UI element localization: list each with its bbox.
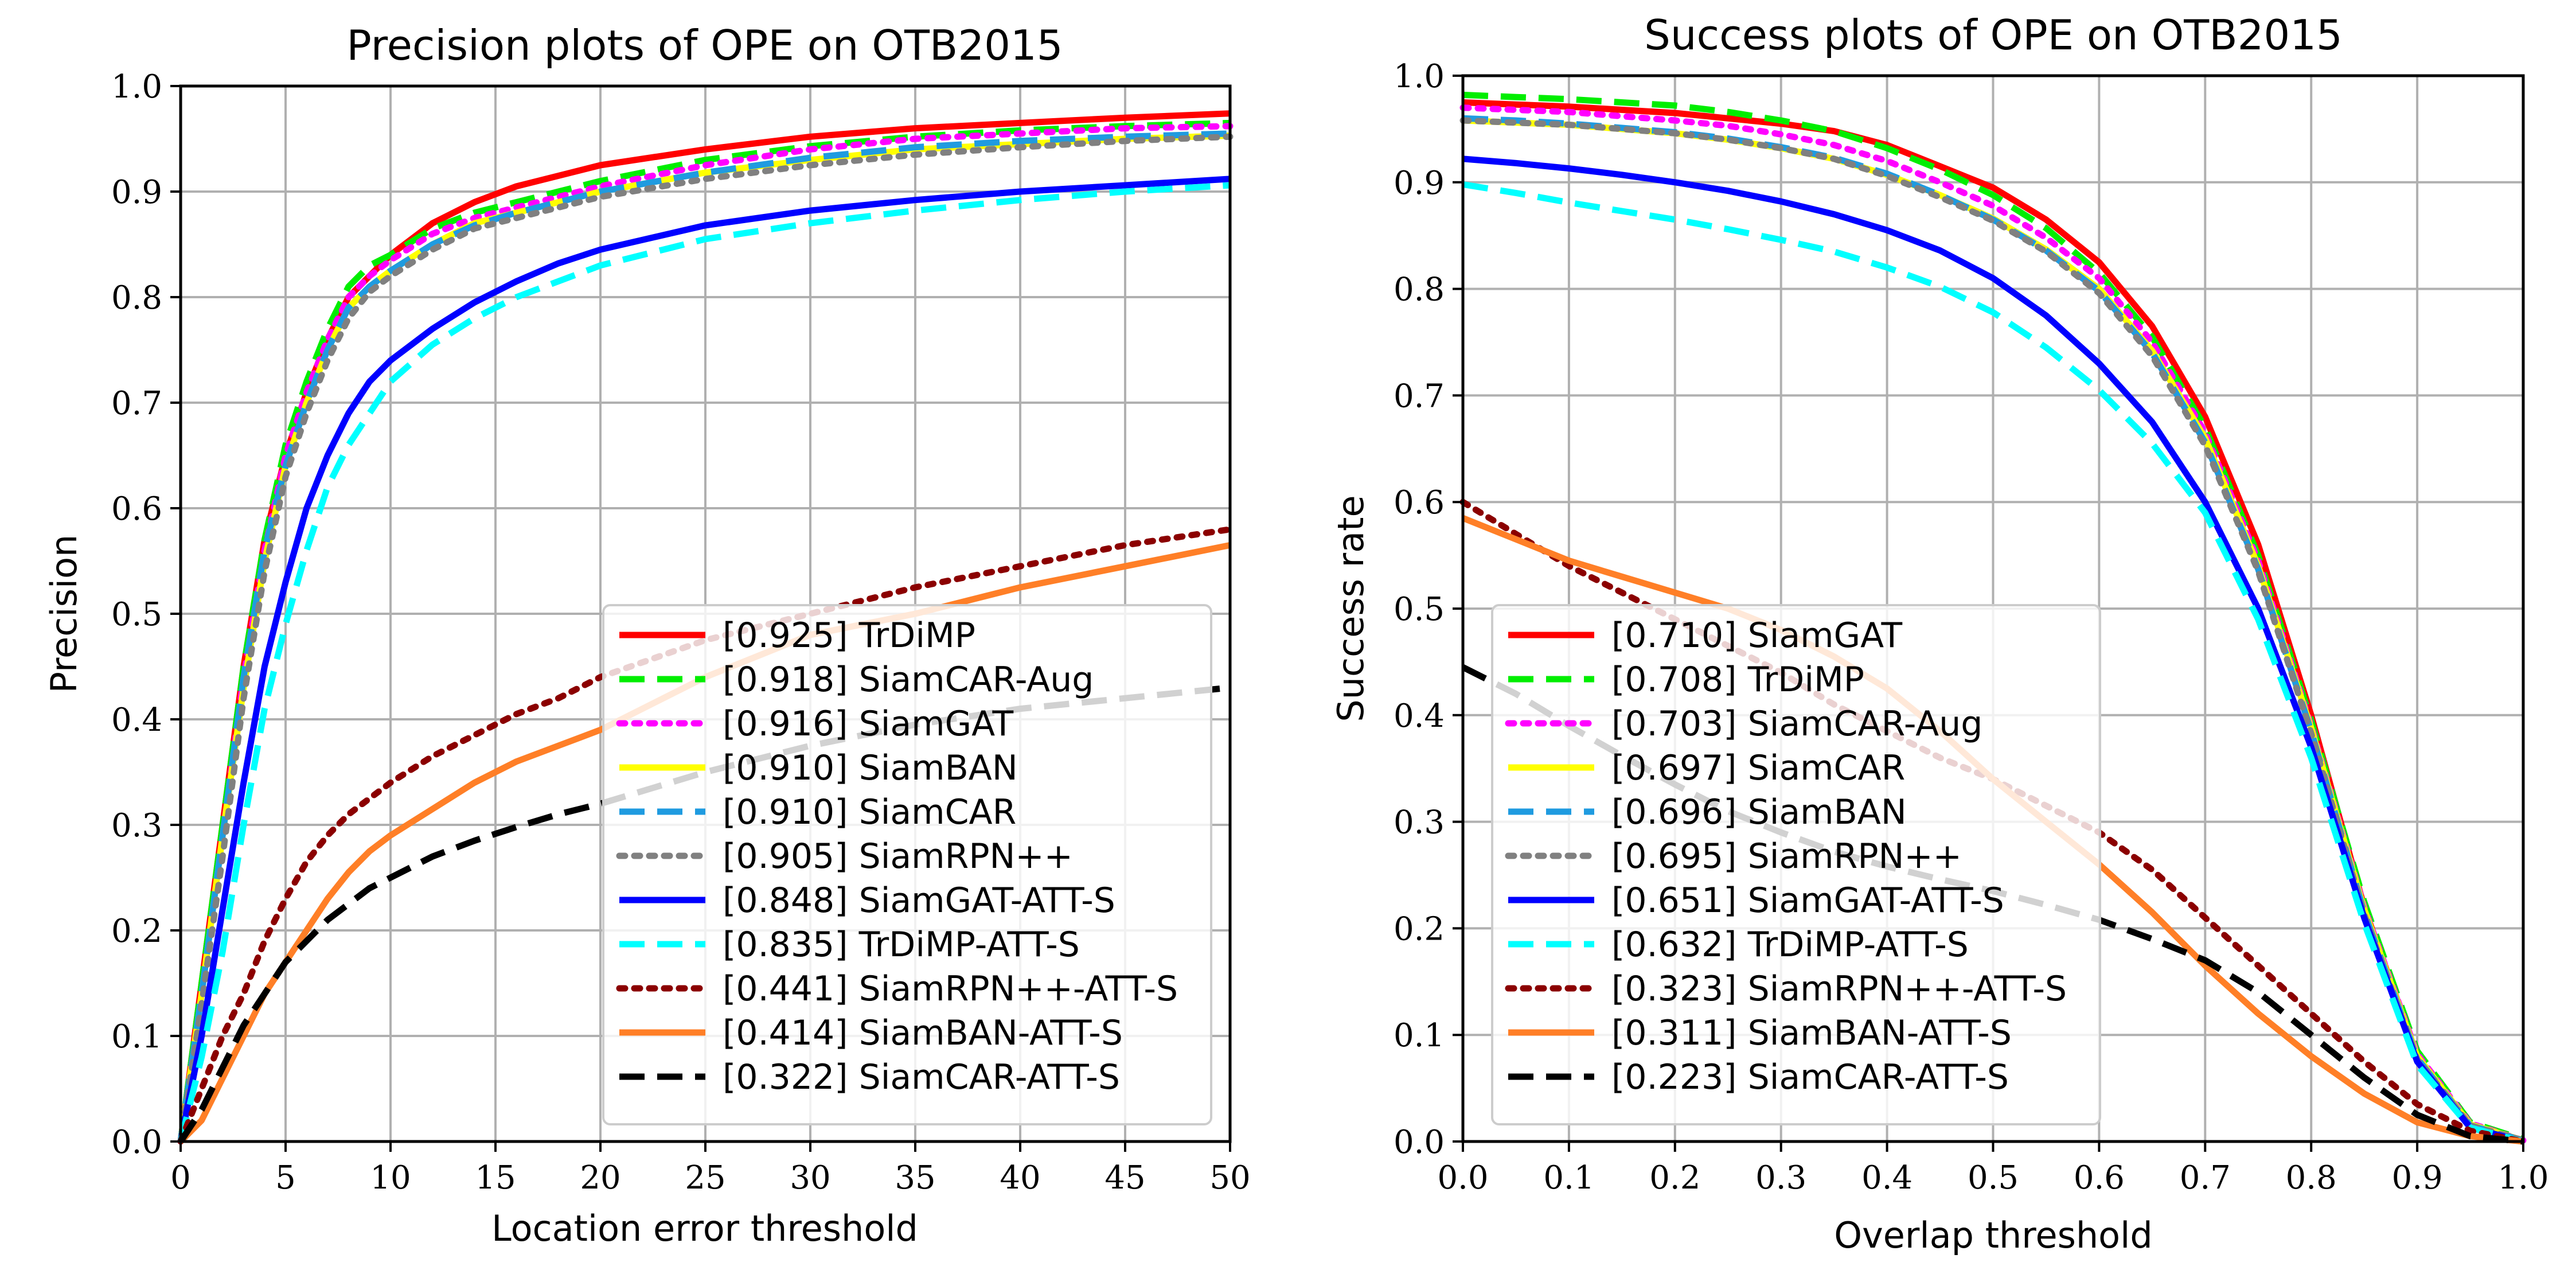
precision-y-tick-label-6: 0.6 xyxy=(111,490,162,528)
success-x-tick-label-6: 0.6 xyxy=(2074,1159,2125,1197)
precision-legend-label-6: [0.848] SiamGAT-ATT-S xyxy=(723,880,1115,921)
success-x-tick-label-4: 0.4 xyxy=(1861,1159,1913,1197)
success-series-line-7 xyxy=(1462,181,2524,1145)
precision-series-line-7 xyxy=(177,182,1231,1143)
success-legend-label-1: [0.708] TrDiMP xyxy=(1611,660,1864,700)
success-legend-label-3: [0.697] SiamCAR xyxy=(1611,748,1905,788)
precision-legend-label-9: [0.414] SiamBAN-ATT-S xyxy=(723,1013,1123,1053)
precision-x-tick-label-0: 0 xyxy=(170,1159,191,1197)
precision-y-tick-label-1: 0.1 xyxy=(111,1018,162,1055)
success-legend-label-5: [0.695] SiamRPN++ xyxy=(1611,836,1962,876)
precision-x-tick-label-2: 10 xyxy=(370,1159,411,1197)
success-series-line-5 xyxy=(1459,117,2527,1144)
success-legend-box xyxy=(1491,604,2101,1125)
precision-x-tick-label-9: 45 xyxy=(1104,1159,1145,1197)
precision-series-line-2 xyxy=(177,123,1234,1145)
success-x-tick-label-1: 0.1 xyxy=(1543,1159,1594,1197)
success-x-axis-title: Overlap threshold xyxy=(1834,1214,2152,1256)
precision-series-line-8 xyxy=(177,526,1234,1145)
precision-x-tick-label-3: 15 xyxy=(475,1159,516,1197)
precision-x-tick-label-6: 30 xyxy=(790,1159,830,1197)
precision-y-tick-label-10: 1.0 xyxy=(111,68,162,106)
precision-legend-box xyxy=(602,604,1212,1125)
success-y-tick-label-6: 0.6 xyxy=(1394,484,1445,521)
success-y-tick-label-0: 0.0 xyxy=(1394,1124,1445,1161)
precision-x-axis-title: Location error threshold xyxy=(491,1207,918,1249)
precision-legend-label-10: [0.322] SiamCAR-ATT-S xyxy=(723,1057,1120,1097)
precision-series-line-6 xyxy=(177,176,1231,1143)
success-x-tick-label-0: 0.0 xyxy=(1437,1159,1488,1197)
precision-legend-label-7: [0.835] TrDiMP-ATT-S xyxy=(723,925,1080,965)
success-x-tick-label-3: 0.3 xyxy=(1755,1159,1806,1197)
precision-y-tick-label-2: 0.2 xyxy=(111,913,162,950)
success-legend-label-4: [0.696] SiamBAN xyxy=(1611,792,1907,832)
precision-y-tick-label-8: 0.8 xyxy=(111,279,162,317)
success-plot: Success plots of OPE on OTB2015 0.0 0.1 0.… xyxy=(1330,11,2549,1256)
success-y-tick-label-8: 0.8 xyxy=(1394,271,1445,309)
precision-plot-title: Precision plots of OPE on OTB2015 xyxy=(346,21,1063,69)
precision-legend-label-5: [0.905] SiamRPN++ xyxy=(723,836,1073,876)
precision-legend-label-1: [0.918] SiamCAR-Aug xyxy=(723,660,1094,700)
precision-ticks: 0 5 10 15 20 25 30 35 40 45 50 0.0 0.1 0.2 0.3 0.4 0.5 0.… xyxy=(111,68,1251,1197)
precision-legend-label-2: [0.916] SiamGAT xyxy=(723,704,1014,744)
success-y-axis-title: Success rate xyxy=(1330,495,1372,722)
precision-legend-label-8: [0.441] SiamRPN++-ATT-S xyxy=(723,969,1178,1009)
success-legend-label-7: [0.632] TrDiMP-ATT-S xyxy=(1611,925,1969,965)
precision-plot: Precision plots of OPE on OTB2015 0 5 10 15… xyxy=(43,21,1251,1249)
precision-series-line-5 xyxy=(177,133,1234,1145)
precision-y-tick-label-7: 0.7 xyxy=(111,385,162,422)
success-legend-label-9: [0.311] SiamBAN-ATT-S xyxy=(1611,1013,2012,1053)
success-ticks: 0.0 0.1 0.2 0.3 0.4 0.5 0.6 0.7 0.8 0.9 1.0 0.0 0.1 0… xyxy=(1394,58,2549,1197)
success-y-tick-label-1: 0.1 xyxy=(1394,1017,1445,1054)
success-y-tick-label-3: 0.3 xyxy=(1394,804,1445,841)
precision-legend-label-0: [0.925] TrDiMP xyxy=(723,615,975,656)
success-plot-title: Success plots of OPE on OTB2015 xyxy=(1644,11,2343,59)
success-y-tick-label-5: 0.5 xyxy=(1394,591,1445,628)
success-legend-label-8: [0.323] SiamRPN++-ATT-S xyxy=(1611,969,2067,1009)
precision-x-tick-label-1: 5 xyxy=(275,1159,296,1197)
precision-legend-label-3: [0.910] SiamBAN xyxy=(723,748,1018,788)
success-legend-label-10: [0.223] SiamCAR-ATT-S xyxy=(1611,1057,2009,1097)
precision-y-axis-title: Precision xyxy=(43,535,85,694)
success-legend-label-0: [0.710] SiamGAT xyxy=(1611,615,1903,656)
success-y-tick-label-9: 0.9 xyxy=(1394,165,1445,202)
success-legend: [0.710] SiamGAT[0.708] TrDiMP[0.703] Sia… xyxy=(1491,604,2101,1125)
success-y-tick-label-4: 0.4 xyxy=(1394,698,1445,735)
success-legend-label-6: [0.651] SiamGAT-ATT-S xyxy=(1611,880,2004,921)
precision-y-tick-label-3: 0.3 xyxy=(111,807,162,844)
success-x-tick-label-2: 0.2 xyxy=(1649,1159,1700,1197)
precision-legend-label-4: [0.910] SiamCAR xyxy=(723,792,1016,832)
success-x-tick-label-7: 0.7 xyxy=(2180,1159,2231,1197)
precision-y-tick-label-4: 0.4 xyxy=(111,702,162,739)
success-y-tick-label-10: 1.0 xyxy=(1394,58,1445,95)
precision-x-tick-label-8: 40 xyxy=(1000,1159,1040,1197)
success-x-tick-label-8: 0.8 xyxy=(2286,1159,2337,1197)
success-x-tick-label-10: 1.0 xyxy=(2497,1159,2548,1197)
precision-x-tick-label-10: 50 xyxy=(1209,1159,1250,1197)
success-legend-label-2: [0.703] SiamCAR-Aug xyxy=(1611,704,1982,744)
precision-x-tick-label-4: 20 xyxy=(580,1159,620,1197)
precision-x-tick-label-7: 35 xyxy=(895,1159,935,1197)
precision-y-tick-label-5: 0.5 xyxy=(111,596,162,633)
precision-legend: [0.925] TrDiMP[0.918] SiamCAR-Aug[0.916]… xyxy=(602,604,1212,1125)
precision-x-tick-label-5: 25 xyxy=(685,1159,725,1197)
precision-y-tick-label-0: 0.0 xyxy=(111,1124,162,1161)
success-x-tick-label-5: 0.5 xyxy=(1968,1159,2019,1197)
success-lines xyxy=(1459,91,2527,1145)
success-y-tick-label-7: 0.7 xyxy=(1394,377,1445,415)
precision-y-tick-label-9: 0.9 xyxy=(111,174,162,211)
success-x-tick-label-9: 0.9 xyxy=(2392,1159,2443,1197)
precision-series-line-4 xyxy=(177,130,1231,1142)
success-y-tick-label-2: 0.2 xyxy=(1394,910,1445,948)
